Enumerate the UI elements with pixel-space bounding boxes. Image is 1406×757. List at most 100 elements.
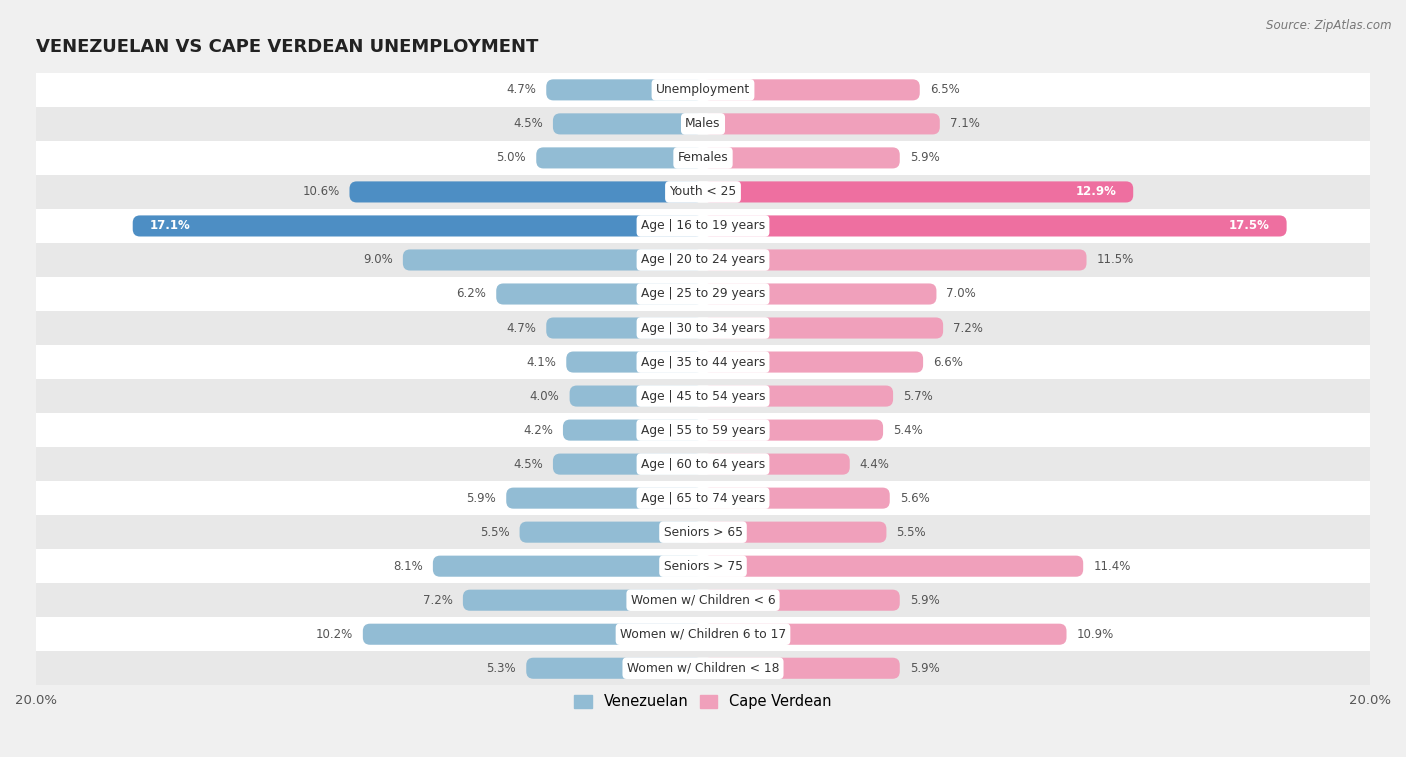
Text: Females: Females bbox=[678, 151, 728, 164]
FancyBboxPatch shape bbox=[520, 522, 703, 543]
Text: 11.5%: 11.5% bbox=[1097, 254, 1133, 266]
FancyBboxPatch shape bbox=[496, 283, 703, 304]
FancyBboxPatch shape bbox=[536, 148, 703, 169]
Text: 10.2%: 10.2% bbox=[315, 628, 353, 640]
FancyBboxPatch shape bbox=[703, 249, 1087, 270]
FancyBboxPatch shape bbox=[703, 148, 900, 169]
Text: 9.0%: 9.0% bbox=[363, 254, 392, 266]
Bar bbox=[37, 209, 1369, 243]
FancyBboxPatch shape bbox=[703, 351, 924, 372]
Bar bbox=[37, 141, 1369, 175]
Text: Seniors > 65: Seniors > 65 bbox=[664, 525, 742, 539]
Text: 5.9%: 5.9% bbox=[910, 593, 939, 606]
FancyBboxPatch shape bbox=[553, 114, 703, 135]
Text: Males: Males bbox=[685, 117, 721, 130]
Text: 5.3%: 5.3% bbox=[486, 662, 516, 674]
FancyBboxPatch shape bbox=[132, 216, 703, 236]
Text: 8.1%: 8.1% bbox=[394, 559, 423, 573]
Text: Age | 16 to 19 years: Age | 16 to 19 years bbox=[641, 220, 765, 232]
Text: 5.0%: 5.0% bbox=[496, 151, 526, 164]
Bar bbox=[37, 447, 1369, 481]
Text: Age | 60 to 64 years: Age | 60 to 64 years bbox=[641, 458, 765, 471]
Bar bbox=[37, 311, 1369, 345]
Bar bbox=[37, 481, 1369, 516]
FancyBboxPatch shape bbox=[363, 624, 703, 645]
Bar bbox=[37, 516, 1369, 549]
FancyBboxPatch shape bbox=[703, 182, 1133, 202]
Text: 10.9%: 10.9% bbox=[1077, 628, 1114, 640]
FancyBboxPatch shape bbox=[547, 79, 703, 101]
Text: 17.1%: 17.1% bbox=[149, 220, 190, 232]
Text: 5.9%: 5.9% bbox=[467, 491, 496, 505]
Text: 4.7%: 4.7% bbox=[506, 83, 536, 96]
Bar bbox=[37, 413, 1369, 447]
Text: 4.1%: 4.1% bbox=[526, 356, 557, 369]
FancyBboxPatch shape bbox=[562, 419, 703, 441]
Text: 10.6%: 10.6% bbox=[302, 185, 339, 198]
Text: 4.5%: 4.5% bbox=[513, 458, 543, 471]
Text: 6.2%: 6.2% bbox=[457, 288, 486, 301]
Text: 4.0%: 4.0% bbox=[530, 390, 560, 403]
Text: 5.4%: 5.4% bbox=[893, 424, 922, 437]
FancyBboxPatch shape bbox=[547, 317, 703, 338]
FancyBboxPatch shape bbox=[703, 590, 900, 611]
Text: Women w/ Children 6 to 17: Women w/ Children 6 to 17 bbox=[620, 628, 786, 640]
FancyBboxPatch shape bbox=[703, 283, 936, 304]
Text: 17.5%: 17.5% bbox=[1229, 220, 1270, 232]
Bar bbox=[37, 549, 1369, 583]
Text: 7.1%: 7.1% bbox=[950, 117, 980, 130]
Text: 7.2%: 7.2% bbox=[423, 593, 453, 606]
Text: 4.4%: 4.4% bbox=[859, 458, 890, 471]
Text: 5.7%: 5.7% bbox=[903, 390, 932, 403]
Text: Seniors > 75: Seniors > 75 bbox=[664, 559, 742, 573]
Text: Youth < 25: Youth < 25 bbox=[669, 185, 737, 198]
Text: Age | 55 to 59 years: Age | 55 to 59 years bbox=[641, 424, 765, 437]
FancyBboxPatch shape bbox=[703, 317, 943, 338]
FancyBboxPatch shape bbox=[526, 658, 703, 679]
Bar bbox=[37, 617, 1369, 651]
FancyBboxPatch shape bbox=[703, 522, 886, 543]
Text: 5.9%: 5.9% bbox=[910, 151, 939, 164]
FancyBboxPatch shape bbox=[433, 556, 703, 577]
Bar bbox=[37, 243, 1369, 277]
Text: 4.2%: 4.2% bbox=[523, 424, 553, 437]
Text: 6.5%: 6.5% bbox=[929, 83, 959, 96]
FancyBboxPatch shape bbox=[463, 590, 703, 611]
FancyBboxPatch shape bbox=[569, 385, 703, 407]
Text: 4.5%: 4.5% bbox=[513, 117, 543, 130]
Bar bbox=[37, 277, 1369, 311]
Text: 5.5%: 5.5% bbox=[897, 525, 927, 539]
FancyBboxPatch shape bbox=[703, 453, 849, 475]
Bar bbox=[37, 583, 1369, 617]
Text: 7.0%: 7.0% bbox=[946, 288, 976, 301]
Bar bbox=[37, 345, 1369, 379]
Text: Women w/ Children < 6: Women w/ Children < 6 bbox=[631, 593, 775, 606]
Bar bbox=[37, 379, 1369, 413]
Text: VENEZUELAN VS CAPE VERDEAN UNEMPLOYMENT: VENEZUELAN VS CAPE VERDEAN UNEMPLOYMENT bbox=[37, 38, 538, 56]
Bar bbox=[37, 175, 1369, 209]
FancyBboxPatch shape bbox=[703, 385, 893, 407]
Bar bbox=[37, 107, 1369, 141]
Text: 5.5%: 5.5% bbox=[479, 525, 509, 539]
FancyBboxPatch shape bbox=[506, 488, 703, 509]
Text: 11.4%: 11.4% bbox=[1094, 559, 1130, 573]
Text: 7.2%: 7.2% bbox=[953, 322, 983, 335]
FancyBboxPatch shape bbox=[404, 249, 703, 270]
Text: Source: ZipAtlas.com: Source: ZipAtlas.com bbox=[1267, 19, 1392, 32]
Text: 6.6%: 6.6% bbox=[934, 356, 963, 369]
Bar bbox=[37, 651, 1369, 685]
Text: Age | 35 to 44 years: Age | 35 to 44 years bbox=[641, 356, 765, 369]
FancyBboxPatch shape bbox=[703, 624, 1067, 645]
Text: 12.9%: 12.9% bbox=[1076, 185, 1116, 198]
Text: Unemployment: Unemployment bbox=[655, 83, 751, 96]
Text: Women w/ Children < 18: Women w/ Children < 18 bbox=[627, 662, 779, 674]
FancyBboxPatch shape bbox=[567, 351, 703, 372]
FancyBboxPatch shape bbox=[703, 488, 890, 509]
Bar bbox=[37, 73, 1369, 107]
Text: 5.6%: 5.6% bbox=[900, 491, 929, 505]
FancyBboxPatch shape bbox=[703, 658, 900, 679]
Text: Age | 65 to 74 years: Age | 65 to 74 years bbox=[641, 491, 765, 505]
FancyBboxPatch shape bbox=[553, 453, 703, 475]
FancyBboxPatch shape bbox=[703, 114, 939, 135]
Text: 4.7%: 4.7% bbox=[506, 322, 536, 335]
